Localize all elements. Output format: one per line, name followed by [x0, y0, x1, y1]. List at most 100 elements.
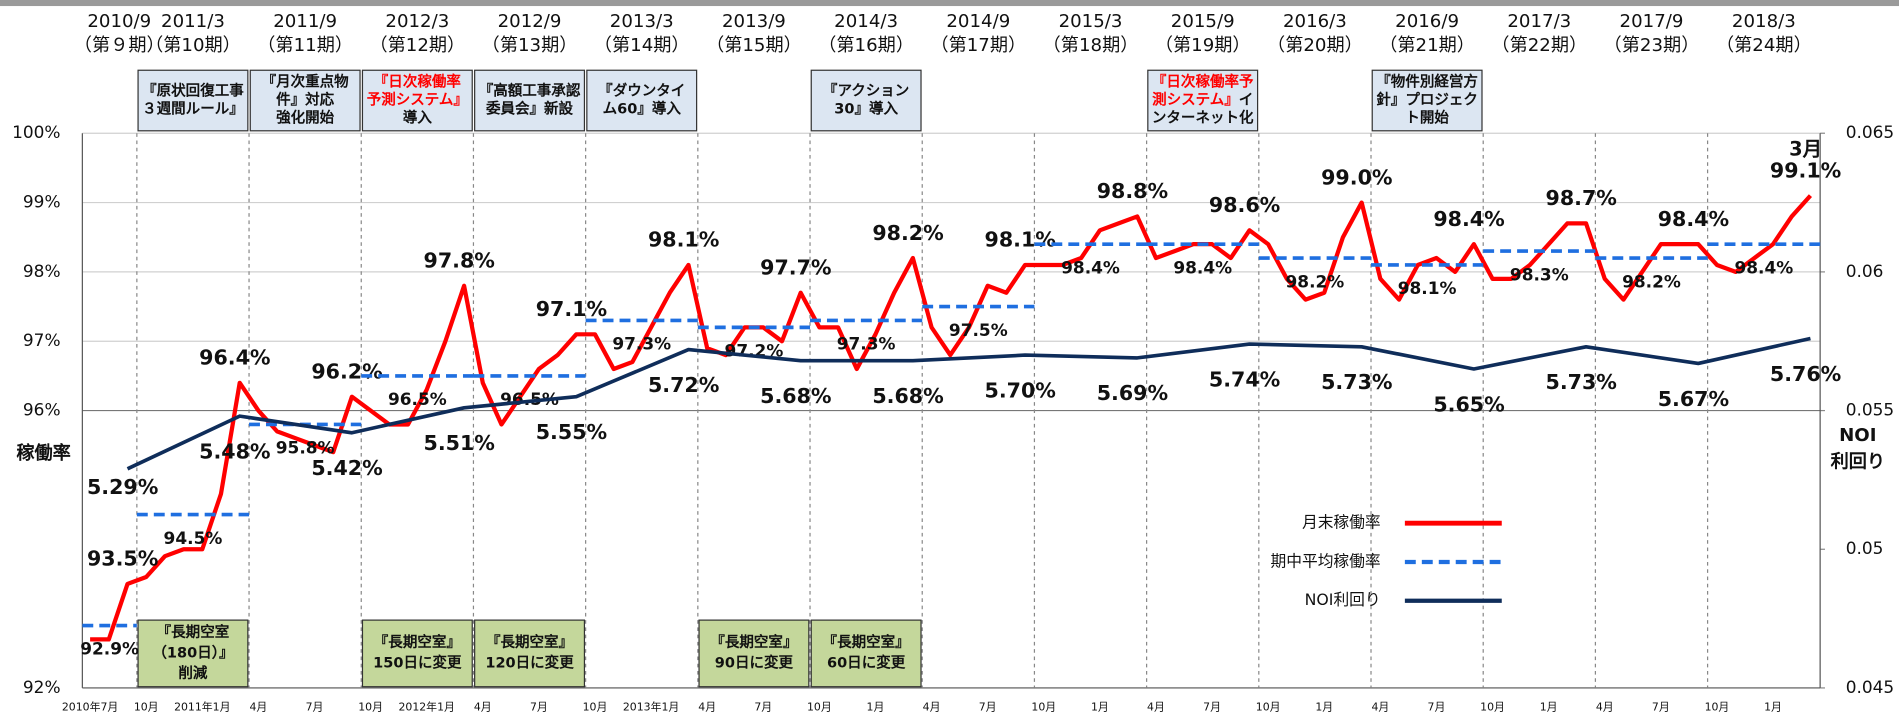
x-tick-label: 10月: [583, 700, 608, 713]
event-bottom-text: 150日に変更: [373, 654, 462, 672]
period-date: 2015/9: [1171, 11, 1235, 32]
noi-label: 5.72%: [648, 373, 719, 397]
period-date: 2013/3: [610, 11, 674, 32]
top-rule: [0, 0, 1899, 7]
x-tick-label: 7月: [1652, 700, 1670, 713]
event-bottom-text: 90日に変更: [715, 654, 794, 672]
x-tick-label: 10月: [1705, 700, 1730, 713]
x-tick-label: 1月: [1540, 700, 1558, 713]
occupancy-label: 98.4%: [1433, 207, 1504, 231]
x-tick-label: 2010年7月: [62, 699, 118, 713]
x-tick-label: 2011年1月: [174, 699, 230, 713]
period-term: （第11期）: [257, 35, 353, 56]
average-label: 98.3%: [1510, 264, 1569, 284]
event-top-text: 針』プロジェク: [1376, 91, 1478, 109]
event-bottom-box: [698, 619, 810, 688]
period-date: 2017/9: [1620, 11, 1684, 32]
period-date: 2016/9: [1395, 11, 1459, 32]
noi-label: 5.55%: [536, 420, 607, 444]
event-top-text: ３週間ルール』: [142, 101, 244, 118]
y2-tick-label: 0.05: [1846, 538, 1884, 558]
occupancy-label: 98.6%: [1209, 193, 1280, 217]
occupancy-label: 97.1%: [536, 297, 607, 321]
x-tick-label: 7月: [306, 700, 324, 713]
average-label: 98.1%: [1398, 278, 1457, 298]
event-top-text: 『月次重点物: [262, 72, 350, 90]
event-top-text: ト開始: [1405, 109, 1449, 127]
noi-label: 5.42%: [311, 456, 382, 480]
average-label: 98.4%: [1734, 257, 1793, 277]
period-term: （第14期）: [594, 35, 690, 56]
event-bottom-text: 『長期空室』: [823, 633, 910, 651]
x-tick-label: 1月: [867, 700, 885, 713]
period-term: （第15期）: [706, 35, 802, 56]
average-label: 96.5%: [388, 389, 447, 409]
period-term: （第12期）: [369, 35, 465, 56]
event-top-text: ンターネット化: [1152, 109, 1254, 127]
y-axis-title: 稼働率: [16, 442, 70, 464]
x-tick-label: 10月: [358, 700, 383, 713]
event-top-box: [586, 69, 698, 132]
average-label: 97.3%: [837, 334, 896, 354]
period-date: 2011/3: [161, 11, 225, 32]
event-top-text-part: 予測システム』: [367, 91, 468, 109]
x-tick-label: 10月: [807, 700, 832, 713]
event-bottom-text: 120日に変更: [485, 654, 574, 672]
y2-tick-label: 0.06: [1846, 261, 1884, 281]
y2-tick-label: 0.055: [1846, 400, 1894, 420]
x-tick-label: 4月: [1596, 700, 1614, 713]
x-tick-label: 4月: [1371, 700, 1389, 713]
y-tick-label: 99%: [23, 192, 61, 212]
y2-axis-title: 利回り: [1831, 451, 1885, 473]
event-bottom-box: [361, 619, 473, 688]
average-label: 94.5%: [164, 528, 223, 548]
x-tick-label: 10月: [1480, 700, 1505, 713]
event-top-box: [137, 69, 249, 132]
period-term: （第20期）: [1267, 35, 1363, 56]
event-top-text: 測システム』イ: [1152, 91, 1253, 109]
period-term: （第22期）: [1491, 35, 1587, 56]
event-bottom-text: 削減: [178, 664, 208, 682]
period-term: （第18期）: [1043, 35, 1139, 56]
event-top-box: [1371, 69, 1483, 132]
x-tick-label: 7月: [979, 700, 997, 713]
x-tick-label: 4月: [923, 700, 941, 713]
occupancy-label: 98.2%: [872, 221, 943, 245]
event-top-text: 件』対応: [276, 91, 335, 109]
event-bottom-text: 『長期空室』: [486, 633, 573, 651]
event-bottom-text: （180日）』: [152, 643, 233, 661]
noi-label: 5.51%: [424, 431, 495, 455]
event-top-box: [474, 69, 586, 132]
event-top-text: 予測システム』: [367, 91, 468, 109]
average-label: 92.9%: [80, 639, 139, 659]
period-term: （第23期）: [1604, 35, 1700, 56]
occupancy-label: 99.0%: [1321, 165, 1392, 189]
event-bottom-box: [474, 619, 586, 688]
period-term: （第10期）: [145, 35, 241, 56]
occupancy-label: 98.1%: [985, 228, 1056, 252]
event-top-text: 『日次稼働率: [374, 72, 462, 90]
average-label: 98.4%: [1173, 257, 1232, 277]
event-bottom-box: [137, 619, 249, 688]
period-date: 2014/3: [834, 11, 898, 32]
x-tick-label: 7月: [530, 700, 548, 713]
x-tick-label: 1月: [1315, 700, 1333, 713]
x-tick-label: 10月: [1256, 700, 1281, 713]
y-tick-label: 97%: [23, 330, 61, 350]
x-tick-label: 4月: [698, 700, 716, 713]
period-date: 2018/3: [1732, 11, 1796, 32]
average-label: 95.8%: [276, 438, 335, 458]
event-top-text: 『アクション: [823, 81, 909, 99]
noi-label: 5.73%: [1321, 370, 1392, 394]
event-bottom-text: 『長期空室』: [374, 633, 461, 651]
x-tick-label: 2013年1月: [623, 699, 679, 713]
event-top-text: 『ダウンタイ: [598, 81, 685, 99]
noi-label: 5.29%: [87, 475, 158, 499]
event-top-text-part: イ: [1239, 93, 1254, 109]
event-top-box: [361, 69, 473, 132]
period-term: （第17期）: [930, 35, 1026, 56]
event-bottom-box: [810, 619, 922, 688]
event-top-box: [810, 69, 922, 132]
occupancy-label: 97.7%: [760, 255, 831, 279]
noi-label: 5.68%: [760, 384, 831, 408]
